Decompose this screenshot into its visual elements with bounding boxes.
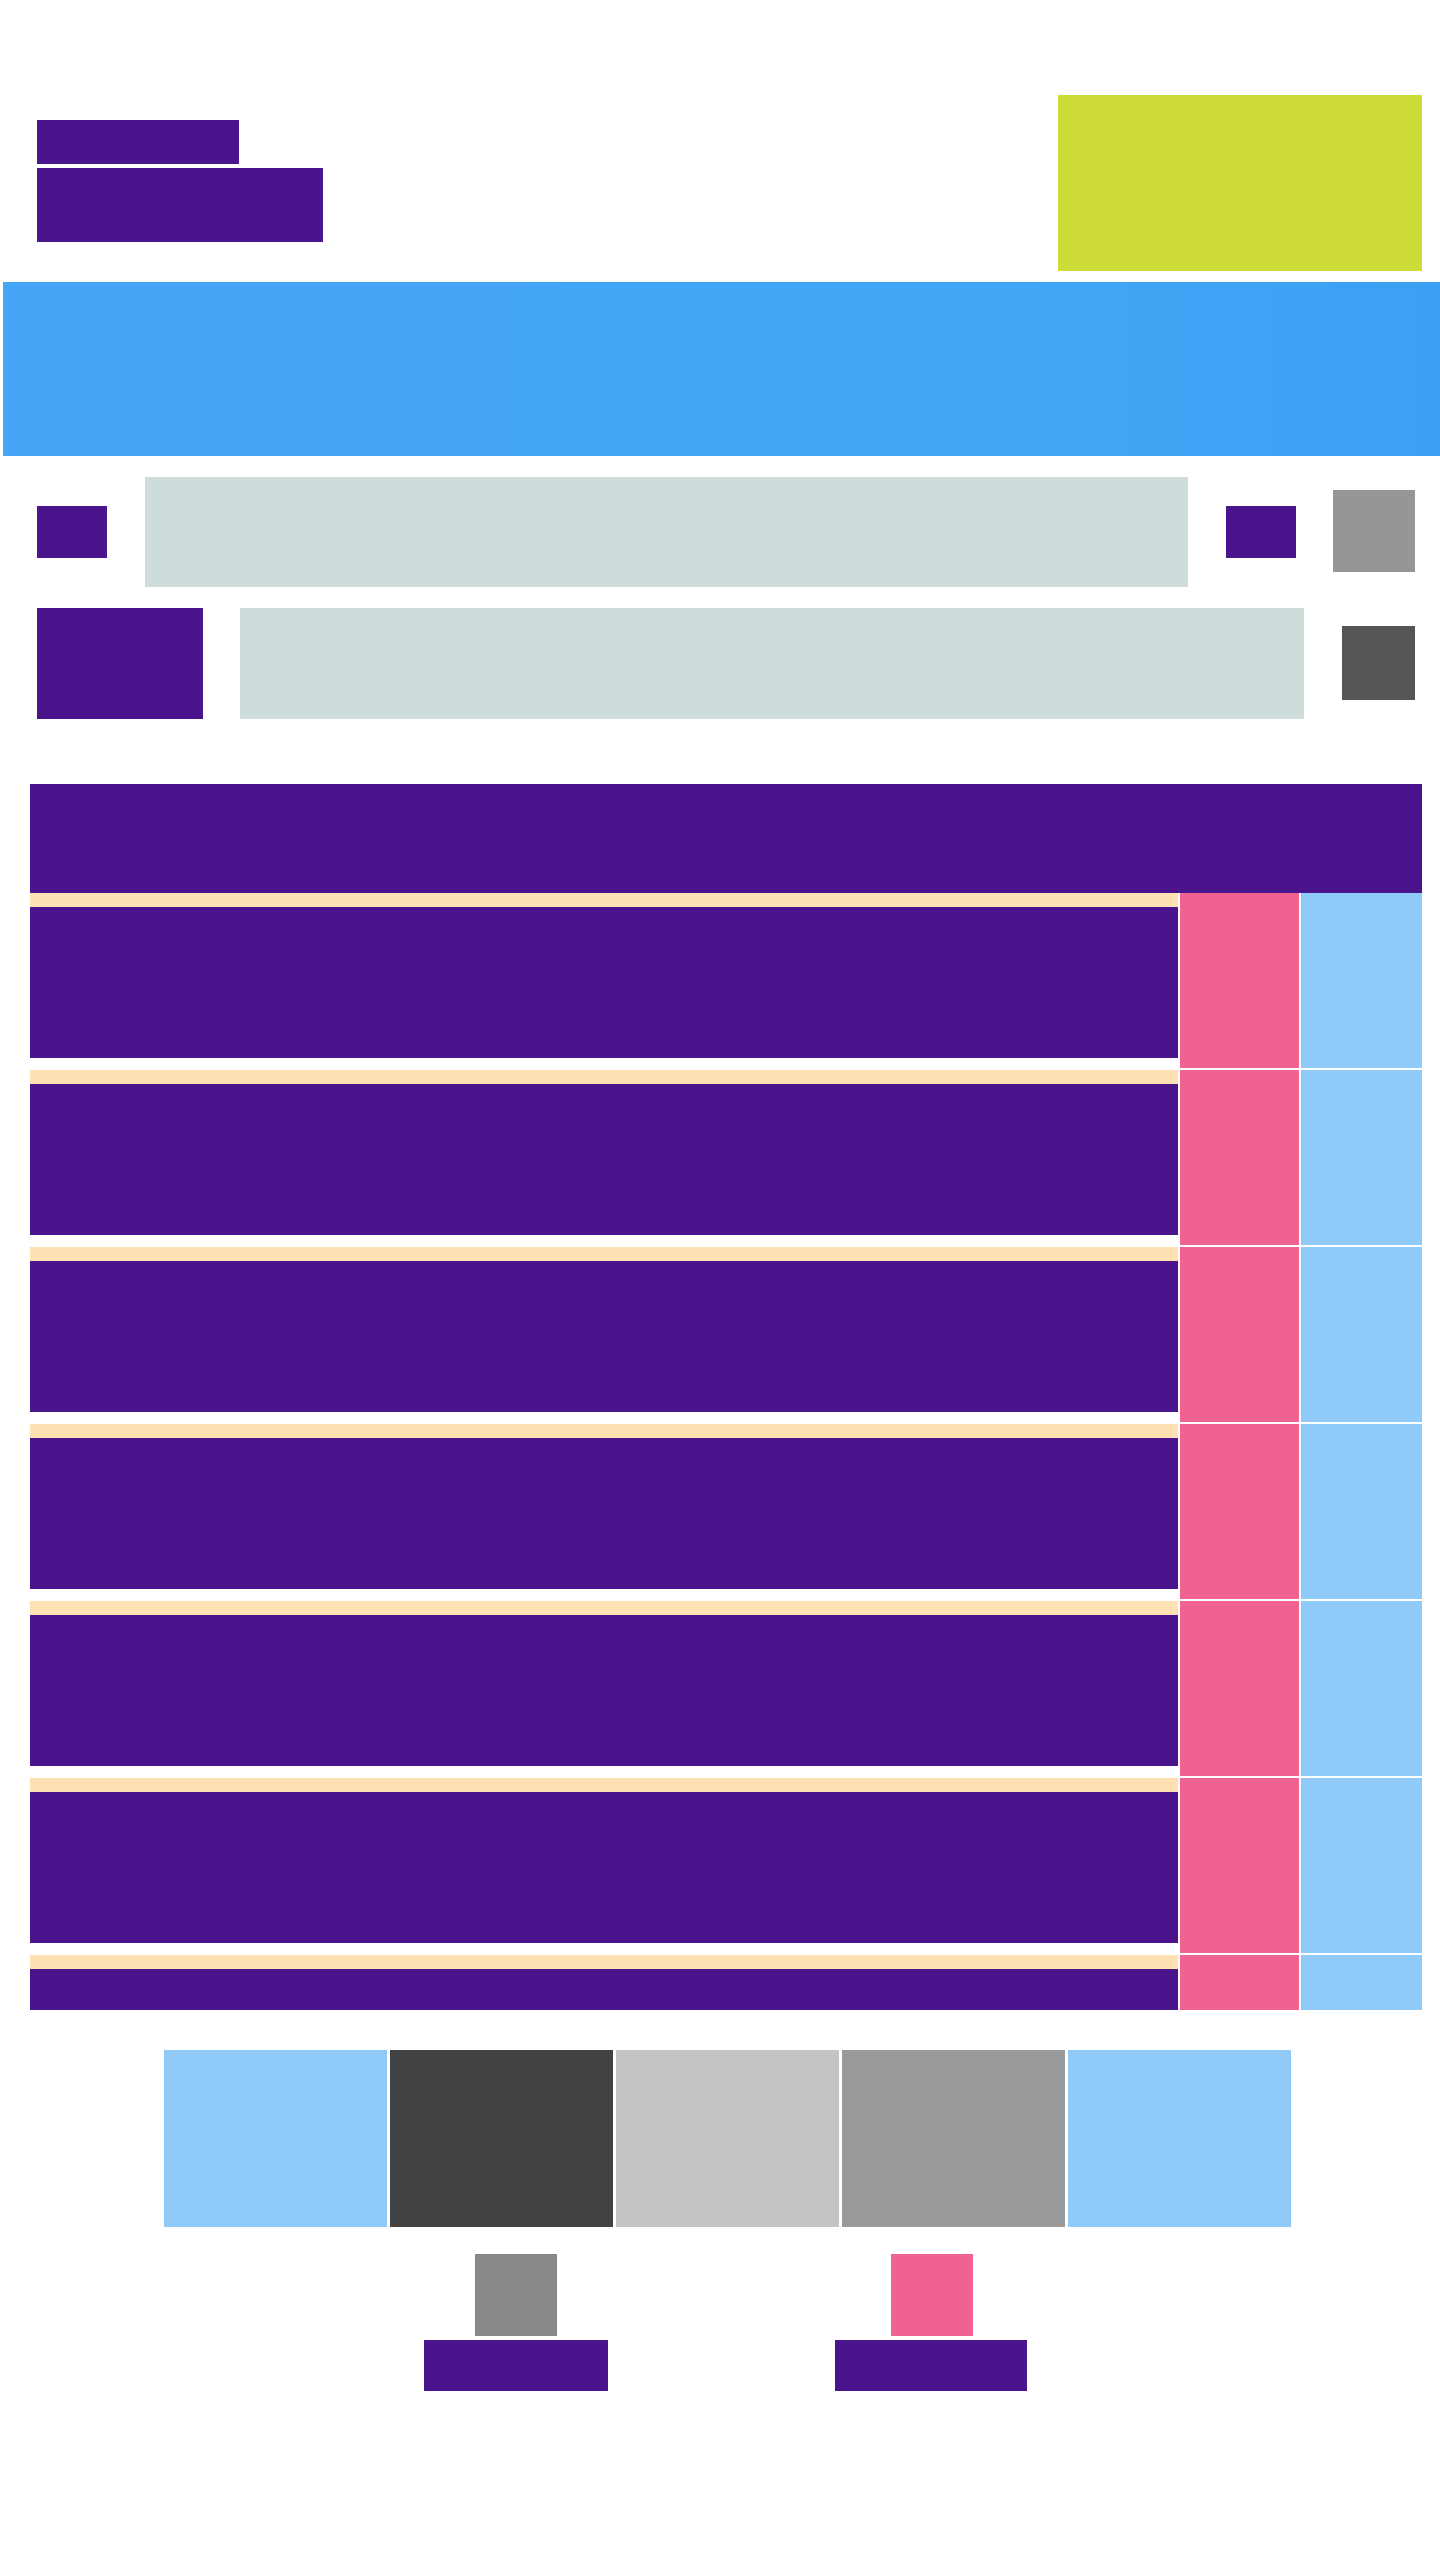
segment-option[interactable] xyxy=(390,2050,613,2227)
row-label xyxy=(30,907,1178,1058)
form-row2-label xyxy=(37,608,203,719)
row-label xyxy=(30,1792,1178,1943)
row-badge[interactable] xyxy=(1180,893,1299,1068)
row-label xyxy=(30,1969,1178,2010)
row-badge[interactable] xyxy=(1180,1955,1299,2010)
table-row[interactable] xyxy=(30,1247,1422,1424)
app-subtitle xyxy=(37,168,323,242)
row-separator xyxy=(30,1778,1178,1792)
segment-option[interactable] xyxy=(616,2050,839,2227)
table-row[interactable] xyxy=(30,1601,1422,1778)
row-tag[interactable] xyxy=(1301,1601,1422,1776)
row-tag[interactable] xyxy=(1301,893,1422,1068)
table-row[interactable] xyxy=(30,1070,1422,1247)
form-row1-input[interactable] xyxy=(145,477,1188,587)
form-row1-label xyxy=(37,506,107,558)
row-separator xyxy=(30,1424,1178,1438)
table-row[interactable] xyxy=(30,1424,1422,1601)
row-separator xyxy=(30,1955,1178,1969)
square-icon[interactable] xyxy=(1342,626,1415,700)
row-badge[interactable] xyxy=(1180,1070,1299,1245)
row-separator xyxy=(30,1601,1178,1615)
row-label xyxy=(30,1084,1178,1235)
segment-option[interactable] xyxy=(164,2050,387,2227)
row-badge[interactable] xyxy=(1180,1778,1299,1953)
table-header xyxy=(30,784,1422,893)
row-badge[interactable] xyxy=(1180,1601,1299,1776)
row-tag[interactable] xyxy=(1301,1247,1422,1422)
image-icon[interactable] xyxy=(1333,490,1415,572)
row-label xyxy=(30,1261,1178,1412)
segment-option[interactable] xyxy=(842,2050,1065,2227)
table-row[interactable] xyxy=(30,1955,1422,2010)
row-tag[interactable] xyxy=(1301,1424,1422,1599)
row-tag[interactable] xyxy=(1301,1070,1422,1245)
row-tag[interactable] xyxy=(1301,1955,1422,2010)
row-separator xyxy=(30,1247,1178,1261)
table-row[interactable] xyxy=(30,893,1422,1070)
app-title xyxy=(37,120,239,164)
pink-icon[interactable] xyxy=(891,2254,973,2336)
row-label xyxy=(30,1438,1178,1589)
header-action-button[interactable] xyxy=(1058,95,1422,271)
row-label xyxy=(30,1615,1178,1766)
bottom-nav-label-2[interactable] xyxy=(835,2340,1027,2391)
gray-icon[interactable] xyxy=(475,2254,557,2336)
row-tag[interactable] xyxy=(1301,1778,1422,1953)
table-row[interactable] xyxy=(30,1778,1422,1955)
segmented-bar xyxy=(164,2050,1291,2227)
segment-option[interactable] xyxy=(1068,2050,1291,2227)
row-separator xyxy=(30,893,1178,907)
row-badge[interactable] xyxy=(1180,1247,1299,1422)
form-row1-action[interactable] xyxy=(1226,506,1296,558)
data-table xyxy=(30,784,1422,2010)
row-badge[interactable] xyxy=(1180,1424,1299,1599)
row-separator xyxy=(30,1070,1178,1084)
bottom-nav-label-1[interactable] xyxy=(424,2340,608,2391)
banner xyxy=(3,282,1440,456)
form-row2-input[interactable] xyxy=(240,608,1304,719)
